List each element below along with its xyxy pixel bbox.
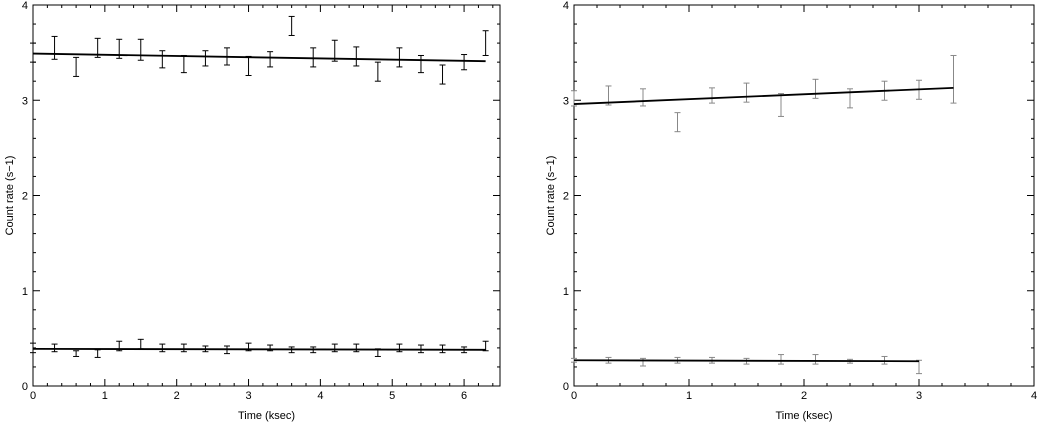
y-axis-label: Count rate (s−1) bbox=[545, 156, 557, 236]
error-bar bbox=[180, 343, 187, 353]
x-tick-label: 3 bbox=[916, 390, 922, 402]
error-bar bbox=[640, 88, 646, 107]
error-bar bbox=[353, 343, 360, 353]
y-tick-label: 3 bbox=[22, 95, 28, 107]
error-bar bbox=[159, 50, 166, 69]
fit-line bbox=[573, 359, 920, 363]
error-bar bbox=[812, 354, 819, 365]
y-tick-label: 4 bbox=[22, 0, 28, 12]
left-panel: 0 1 2 3 4 5 6 0 1 2 3 4 Time (ksec) Count rate (s−1) bbox=[4, 0, 501, 422]
x-tick-label: 1 bbox=[686, 390, 692, 402]
plot-frame bbox=[32, 4, 501, 387]
error-bar bbox=[743, 82, 750, 103]
y-axis-label: Count rate (s−1) bbox=[4, 156, 16, 236]
error-bar bbox=[310, 47, 317, 68]
error-bar bbox=[51, 343, 58, 353]
x-axis-label: Time (ksec) bbox=[238, 410, 295, 422]
error-bar bbox=[94, 349, 101, 358]
error-bar bbox=[439, 64, 446, 85]
series-0 bbox=[30, 15, 489, 85]
error-bar bbox=[461, 54, 468, 71]
x-tick-label: 6 bbox=[461, 390, 467, 402]
error-bar bbox=[202, 50, 209, 67]
x-tick-label: 0 bbox=[30, 390, 36, 402]
error-bar bbox=[288, 15, 295, 36]
error-bar bbox=[396, 47, 403, 68]
series-1 bbox=[30, 338, 489, 358]
y-tick-label: 2 bbox=[563, 191, 569, 203]
y-tick-label: 4 bbox=[563, 0, 569, 12]
error-bar bbox=[30, 42, 36, 63]
x-tick-label: 1 bbox=[102, 390, 108, 402]
error-bar bbox=[374, 61, 381, 82]
error-bar bbox=[30, 342, 36, 354]
y-tick-label: 2 bbox=[22, 191, 28, 203]
fit-line bbox=[32, 52, 486, 63]
series-1 bbox=[571, 354, 922, 375]
error-bar bbox=[709, 87, 715, 104]
error-bar bbox=[137, 338, 144, 350]
series-0 bbox=[571, 54, 957, 133]
error-bar bbox=[159, 343, 166, 353]
fit-line bbox=[573, 86, 954, 105]
x-tick-label: 0 bbox=[571, 390, 577, 402]
error-bar bbox=[267, 51, 274, 68]
error-bar bbox=[137, 38, 144, 61]
error-bar bbox=[417, 54, 424, 74]
y-tick-label: 1 bbox=[22, 286, 28, 298]
x-axis-label: Time (ksec) bbox=[775, 410, 832, 422]
error-bar bbox=[331, 343, 338, 353]
error-bar bbox=[353, 46, 360, 67]
error-bar bbox=[396, 343, 403, 353]
x-tick-label: 4 bbox=[1031, 390, 1037, 402]
error-bar bbox=[180, 54, 187, 74]
error-bar bbox=[482, 30, 489, 56]
right-panel: 0 1 2 3 4 0 1 2 3 4 Time (ksec) Count rate (s−1) bbox=[545, 0, 1037, 422]
error-bar bbox=[51, 35, 58, 60]
error-bar bbox=[778, 93, 784, 117]
error-bar bbox=[245, 55, 252, 76]
fit-line bbox=[32, 347, 486, 351]
y-tick-label: 3 bbox=[563, 95, 569, 107]
error-bar bbox=[331, 39, 338, 62]
error-bar bbox=[778, 354, 784, 365]
error-bar bbox=[950, 54, 957, 104]
y-tick-label: 0 bbox=[22, 381, 28, 393]
x-tick-label: 4 bbox=[317, 390, 323, 402]
error-bar bbox=[916, 359, 922, 375]
x-tick-label: 2 bbox=[801, 390, 807, 402]
y-tick-label: 0 bbox=[563, 381, 569, 393]
error-bar bbox=[73, 56, 80, 77]
x-tick-label: 5 bbox=[389, 390, 395, 402]
y-tick-label: 1 bbox=[563, 286, 569, 298]
x-tick-label: 2 bbox=[174, 390, 180, 402]
error-bar bbox=[812, 78, 819, 99]
error-bar bbox=[674, 112, 681, 133]
plot-frame bbox=[573, 4, 1035, 387]
error-bar bbox=[640, 357, 646, 367]
error-bar bbox=[73, 350, 80, 357]
x-tick-label: 3 bbox=[245, 390, 251, 402]
